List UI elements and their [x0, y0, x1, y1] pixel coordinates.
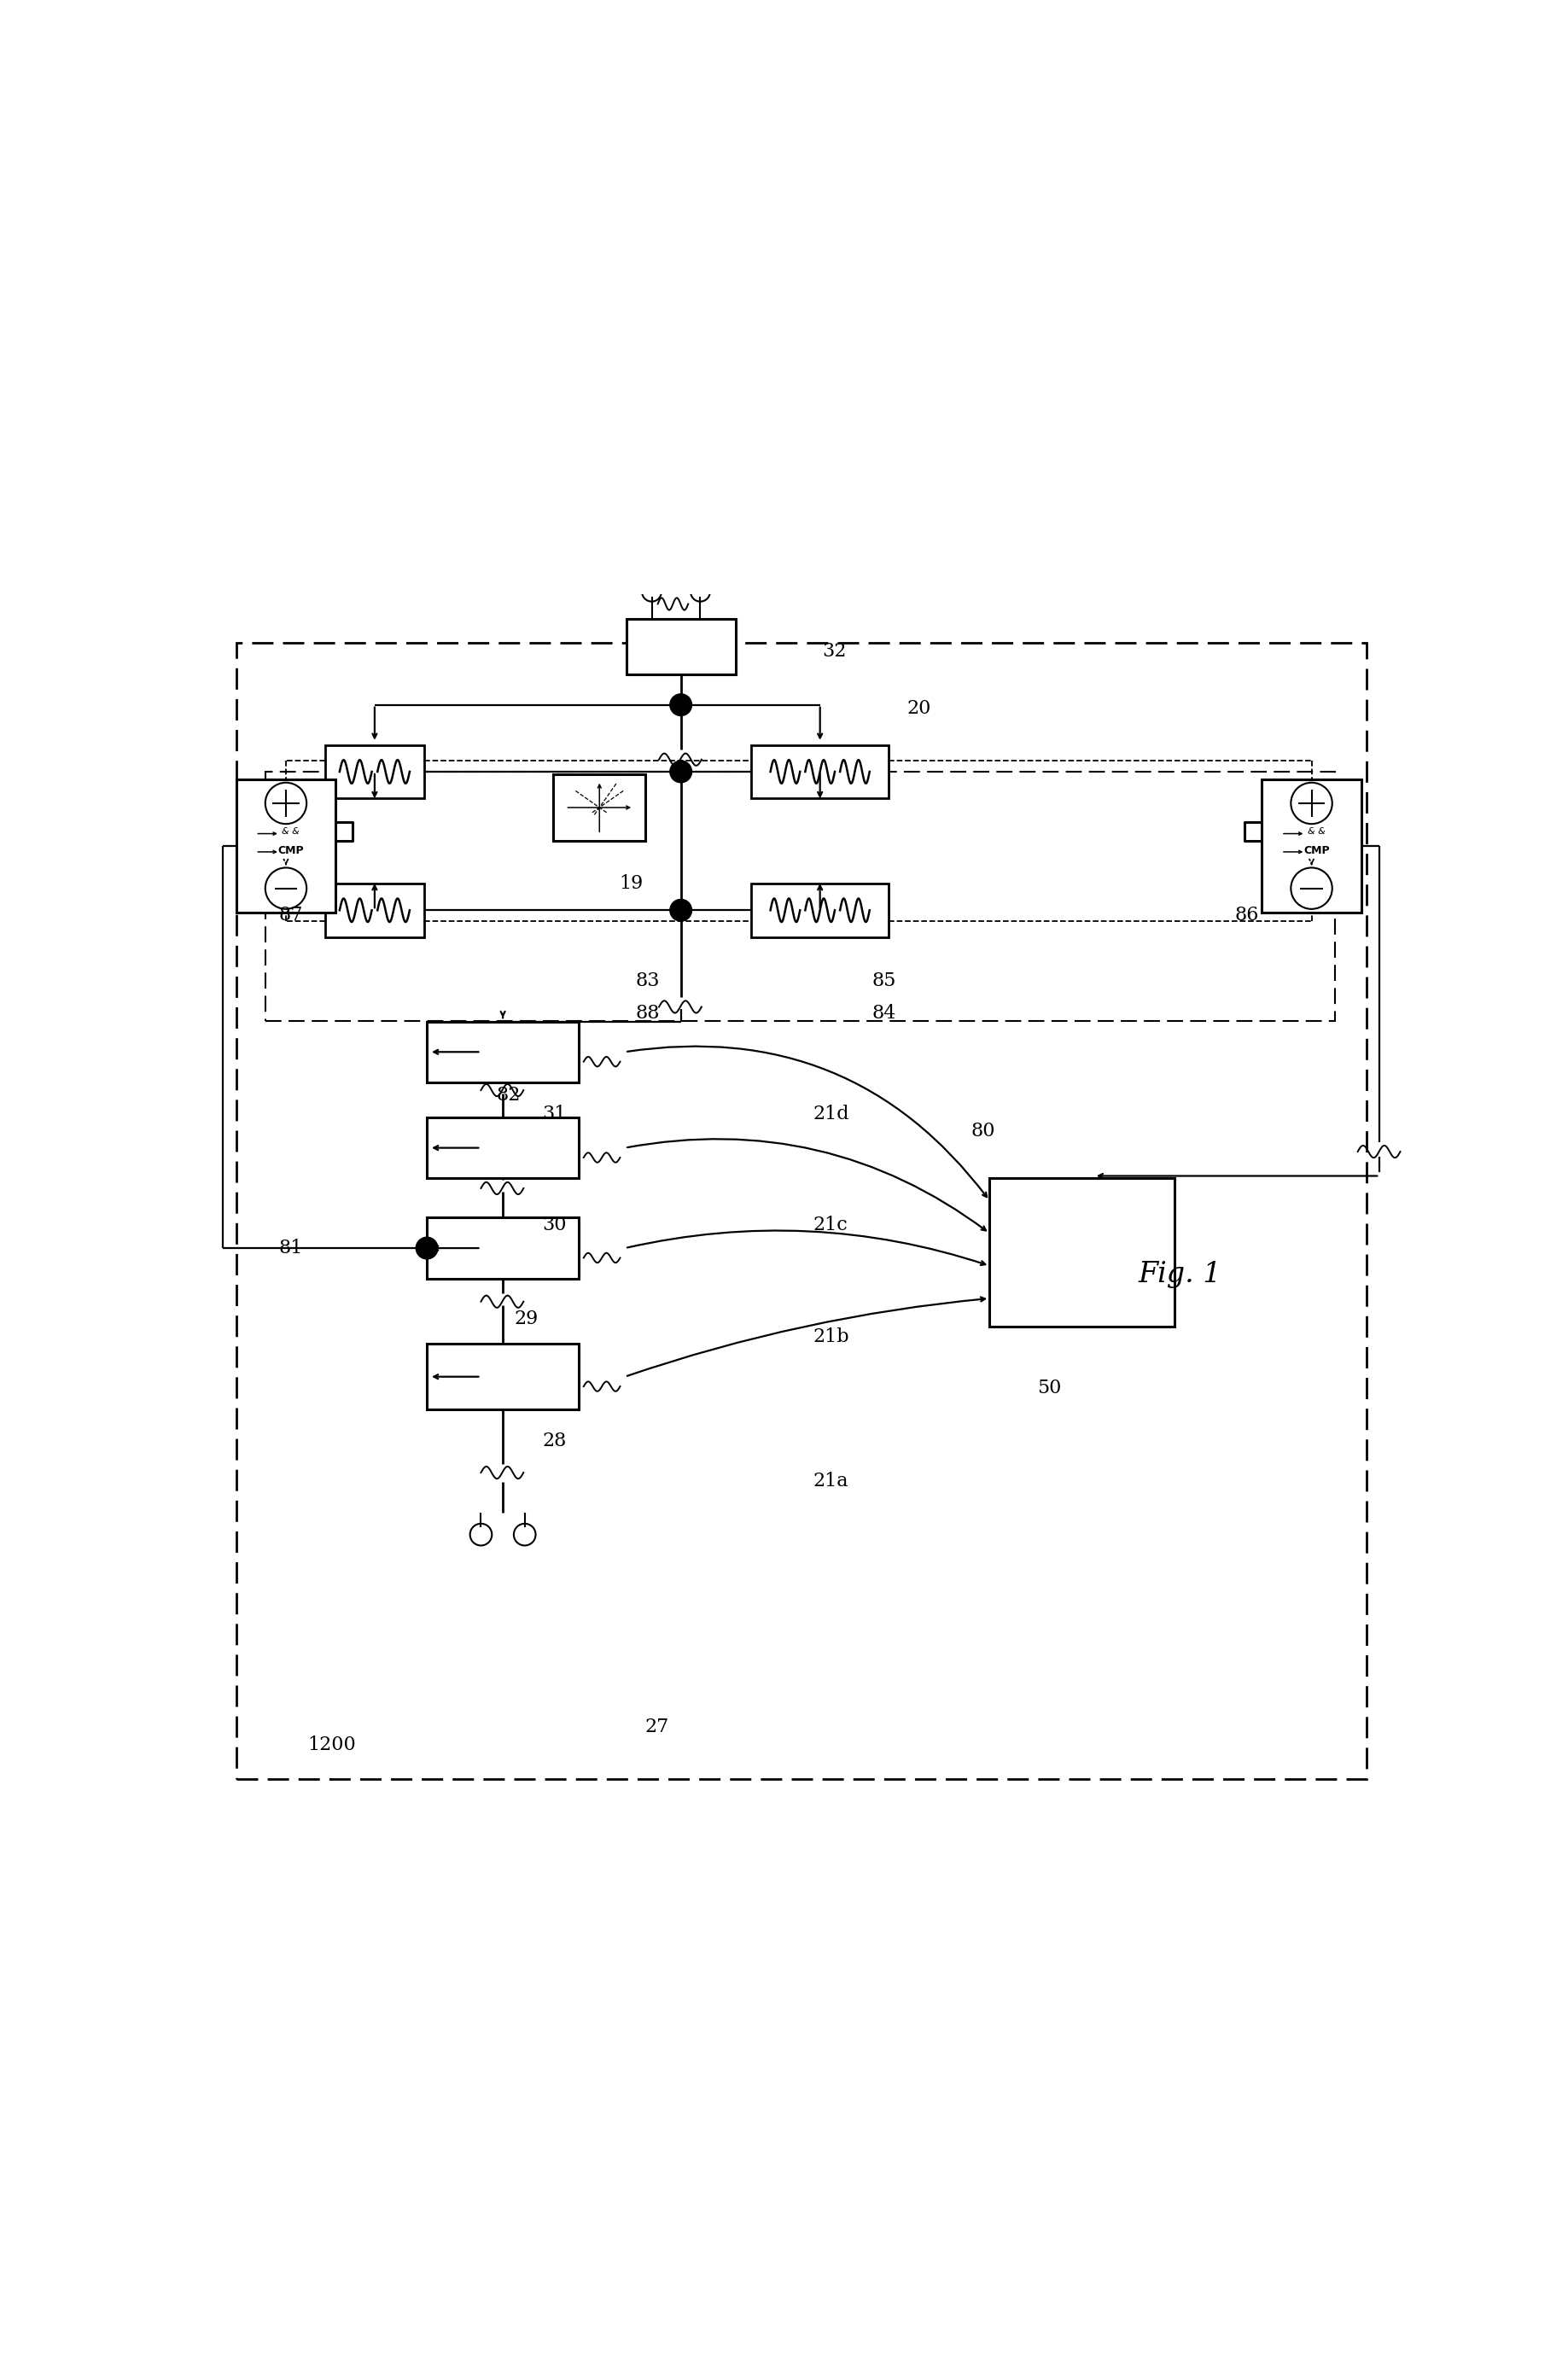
- Text: Fig. 1: Fig. 1: [1138, 1261, 1221, 1288]
- Bar: [1262, 778, 1361, 912]
- Text: 80: 80: [971, 1121, 996, 1140]
- Bar: [265, 771, 1334, 1021]
- Text: CMP: CMP: [278, 845, 304, 857]
- Bar: [426, 1021, 579, 1083]
- Text: 20: 20: [906, 700, 931, 719]
- Text: 21b: 21b: [814, 1328, 850, 1347]
- Text: 84: 84: [872, 1004, 895, 1023]
- Text: 81: 81: [279, 1238, 303, 1257]
- Text: 21a: 21a: [814, 1473, 848, 1490]
- Bar: [325, 883, 425, 938]
- Bar: [237, 778, 336, 912]
- Text: 29: 29: [514, 1309, 538, 1328]
- Text: 50: 50: [1036, 1378, 1062, 1397]
- Circle shape: [670, 762, 691, 783]
- Bar: [554, 774, 646, 840]
- Bar: [426, 1345, 579, 1409]
- Text: 83: 83: [637, 971, 660, 990]
- Circle shape: [670, 900, 691, 921]
- Bar: [751, 745, 889, 797]
- Text: & &: & &: [1308, 826, 1325, 835]
- Text: 1200: 1200: [307, 1735, 356, 1754]
- Bar: [325, 745, 425, 797]
- Text: 86: 86: [1236, 907, 1259, 923]
- Text: 85: 85: [872, 971, 895, 990]
- Text: 82: 82: [495, 1085, 521, 1104]
- Text: 21c: 21c: [814, 1216, 848, 1235]
- Bar: [751, 883, 889, 938]
- Text: 32: 32: [822, 643, 847, 662]
- Text: 28: 28: [543, 1433, 566, 1452]
- Text: 88: 88: [637, 1004, 660, 1023]
- Circle shape: [416, 1238, 437, 1259]
- Bar: [626, 619, 735, 674]
- Text: 30: 30: [543, 1216, 566, 1235]
- Bar: [426, 1219, 579, 1278]
- Text: 21d: 21d: [814, 1104, 850, 1123]
- Text: CMP: CMP: [1303, 845, 1330, 857]
- Text: 31: 31: [543, 1104, 566, 1123]
- Text: 27: 27: [644, 1718, 668, 1737]
- Circle shape: [670, 695, 691, 716]
- Bar: [426, 1116, 579, 1178]
- Bar: [989, 1178, 1174, 1326]
- Text: & &: & &: [282, 826, 299, 835]
- Text: 87: 87: [279, 907, 303, 923]
- Text: 19: 19: [619, 873, 643, 892]
